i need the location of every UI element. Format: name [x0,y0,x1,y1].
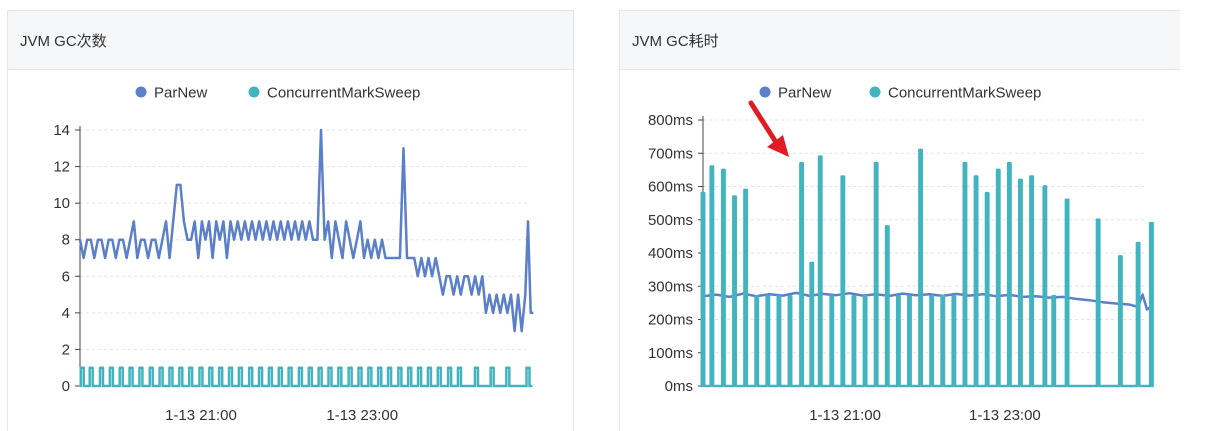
series-line-concurrentmarksweep [79,366,533,388]
y-tick-label: 0 [62,378,70,395]
y-tick-label: 400ms [648,245,693,262]
y-tick-label: 8 [62,232,70,249]
x-tick-label: 1-13 21:00 [809,407,881,424]
legend-marker [135,86,147,98]
y-tick-label: 4 [62,305,70,322]
legend-label: ConcurrentMarkSweep [888,85,1041,102]
y-tick-label: 700ms [648,145,693,162]
legend-marker [248,86,260,98]
panel-title: JVM GC耗时 [620,11,1180,70]
gc-count-chart-area: ParNew ConcurrentMarkSweep 0 2 4 6 8 10 12 14 1-13… [8,70,573,431]
gc-time-chart: ParNew ConcurrentMarkSweep 0ms 100ms 200ms 30… [648,85,1154,424]
series-line-concurrentmarksweep [700,148,1154,388]
y-tick-label: 2 [62,341,70,358]
x-tick-label: 1-13 23:00 [969,407,1041,424]
y-tick-label: 14 [53,122,70,139]
x-tick-label: 1-13 23:00 [326,407,398,424]
panel-title: JVM GC次数 [8,11,573,70]
y-tick-label: 12 [53,159,70,176]
gc-time-chart-area: ParNew ConcurrentMarkSweep 0ms 100ms 200ms 30… [620,70,1180,431]
y-tick-label: 500ms [648,212,693,229]
y-tick-label: 300ms [648,278,693,295]
gc-count-panel: JVM GC次数 ParNew ConcurrentMarkSweep 0 2 4 6 8 1… [7,10,574,431]
legend-marker [869,86,881,98]
y-tick-label: 100ms [648,345,693,362]
gc-time-panel: JVM GC耗时 ParNew ConcurrentMarkSweep 0ms 100… [619,10,1180,431]
y-tick-label: 800ms [648,112,693,129]
y-tick-label: 6 [62,268,70,285]
legend-marker [759,86,771,98]
x-tick-label: 1-13 21:00 [165,407,237,424]
y-tick-label: 10 [53,195,70,212]
y-tick-label: 200ms [648,312,693,329]
gc-count-chart: ParNew ConcurrentMarkSweep 0 2 4 6 8 10 12 14 1-13… [53,85,534,424]
legend-label: ParNew [154,85,208,102]
series-line-parnew [78,128,534,333]
legend-label: ParNew [778,85,832,102]
y-tick-label: 600ms [648,179,693,196]
legend-label: ConcurrentMarkSweep [267,85,420,102]
y-tick-label: 0ms [665,378,693,395]
